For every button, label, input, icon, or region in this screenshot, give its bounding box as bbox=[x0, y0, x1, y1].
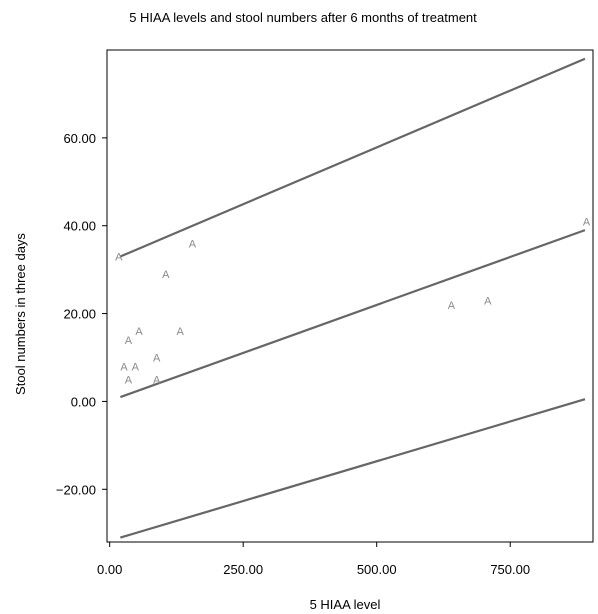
plot-frame bbox=[106, 49, 594, 543]
y-tick-label: 0.00 bbox=[71, 394, 96, 409]
data-point: A bbox=[125, 335, 133, 347]
data-point: A bbox=[132, 361, 140, 373]
data-point: A bbox=[162, 269, 170, 281]
y-axis-label: Stool numbers in three days bbox=[13, 233, 28, 395]
data-point: A bbox=[120, 361, 128, 373]
x-tick-label: 250.00 bbox=[223, 562, 263, 577]
data-point: A bbox=[153, 353, 161, 365]
y-tick-label: 20.00 bbox=[63, 307, 96, 322]
y-tick-label: 40.00 bbox=[63, 219, 96, 234]
x-axis: 0.00 250.00 500.00 750.00 bbox=[97, 542, 530, 577]
y-axis: −20.00 0.00 20.00 40.00 60.00 bbox=[56, 131, 107, 497]
fit-line-3 bbox=[120, 398, 586, 539]
fit-lines bbox=[119, 57, 586, 539]
x-tick-label: 500.00 bbox=[357, 562, 397, 577]
y-tick-label: −20.00 bbox=[56, 482, 96, 497]
y-tick-label: 60.00 bbox=[63, 131, 96, 146]
x-tick-label: 0.00 bbox=[97, 562, 122, 577]
data-point: A bbox=[189, 238, 197, 250]
data-point: A bbox=[153, 374, 161, 386]
data-point: A bbox=[115, 251, 123, 263]
data-point: A bbox=[135, 326, 143, 338]
chart-title: 5 HIAA levels and stool numbers after 6 … bbox=[129, 10, 477, 25]
data-point: A bbox=[448, 300, 456, 312]
data-point: A bbox=[176, 326, 184, 338]
data-point: A bbox=[125, 374, 133, 386]
fit-line-1 bbox=[119, 57, 586, 258]
data-point: A bbox=[583, 216, 591, 228]
data-point: A bbox=[484, 295, 492, 307]
x-axis-label: 5 HIAA level bbox=[310, 597, 381, 612]
x-tick-label: 750.00 bbox=[490, 562, 530, 577]
fit-line-2 bbox=[119, 229, 586, 399]
